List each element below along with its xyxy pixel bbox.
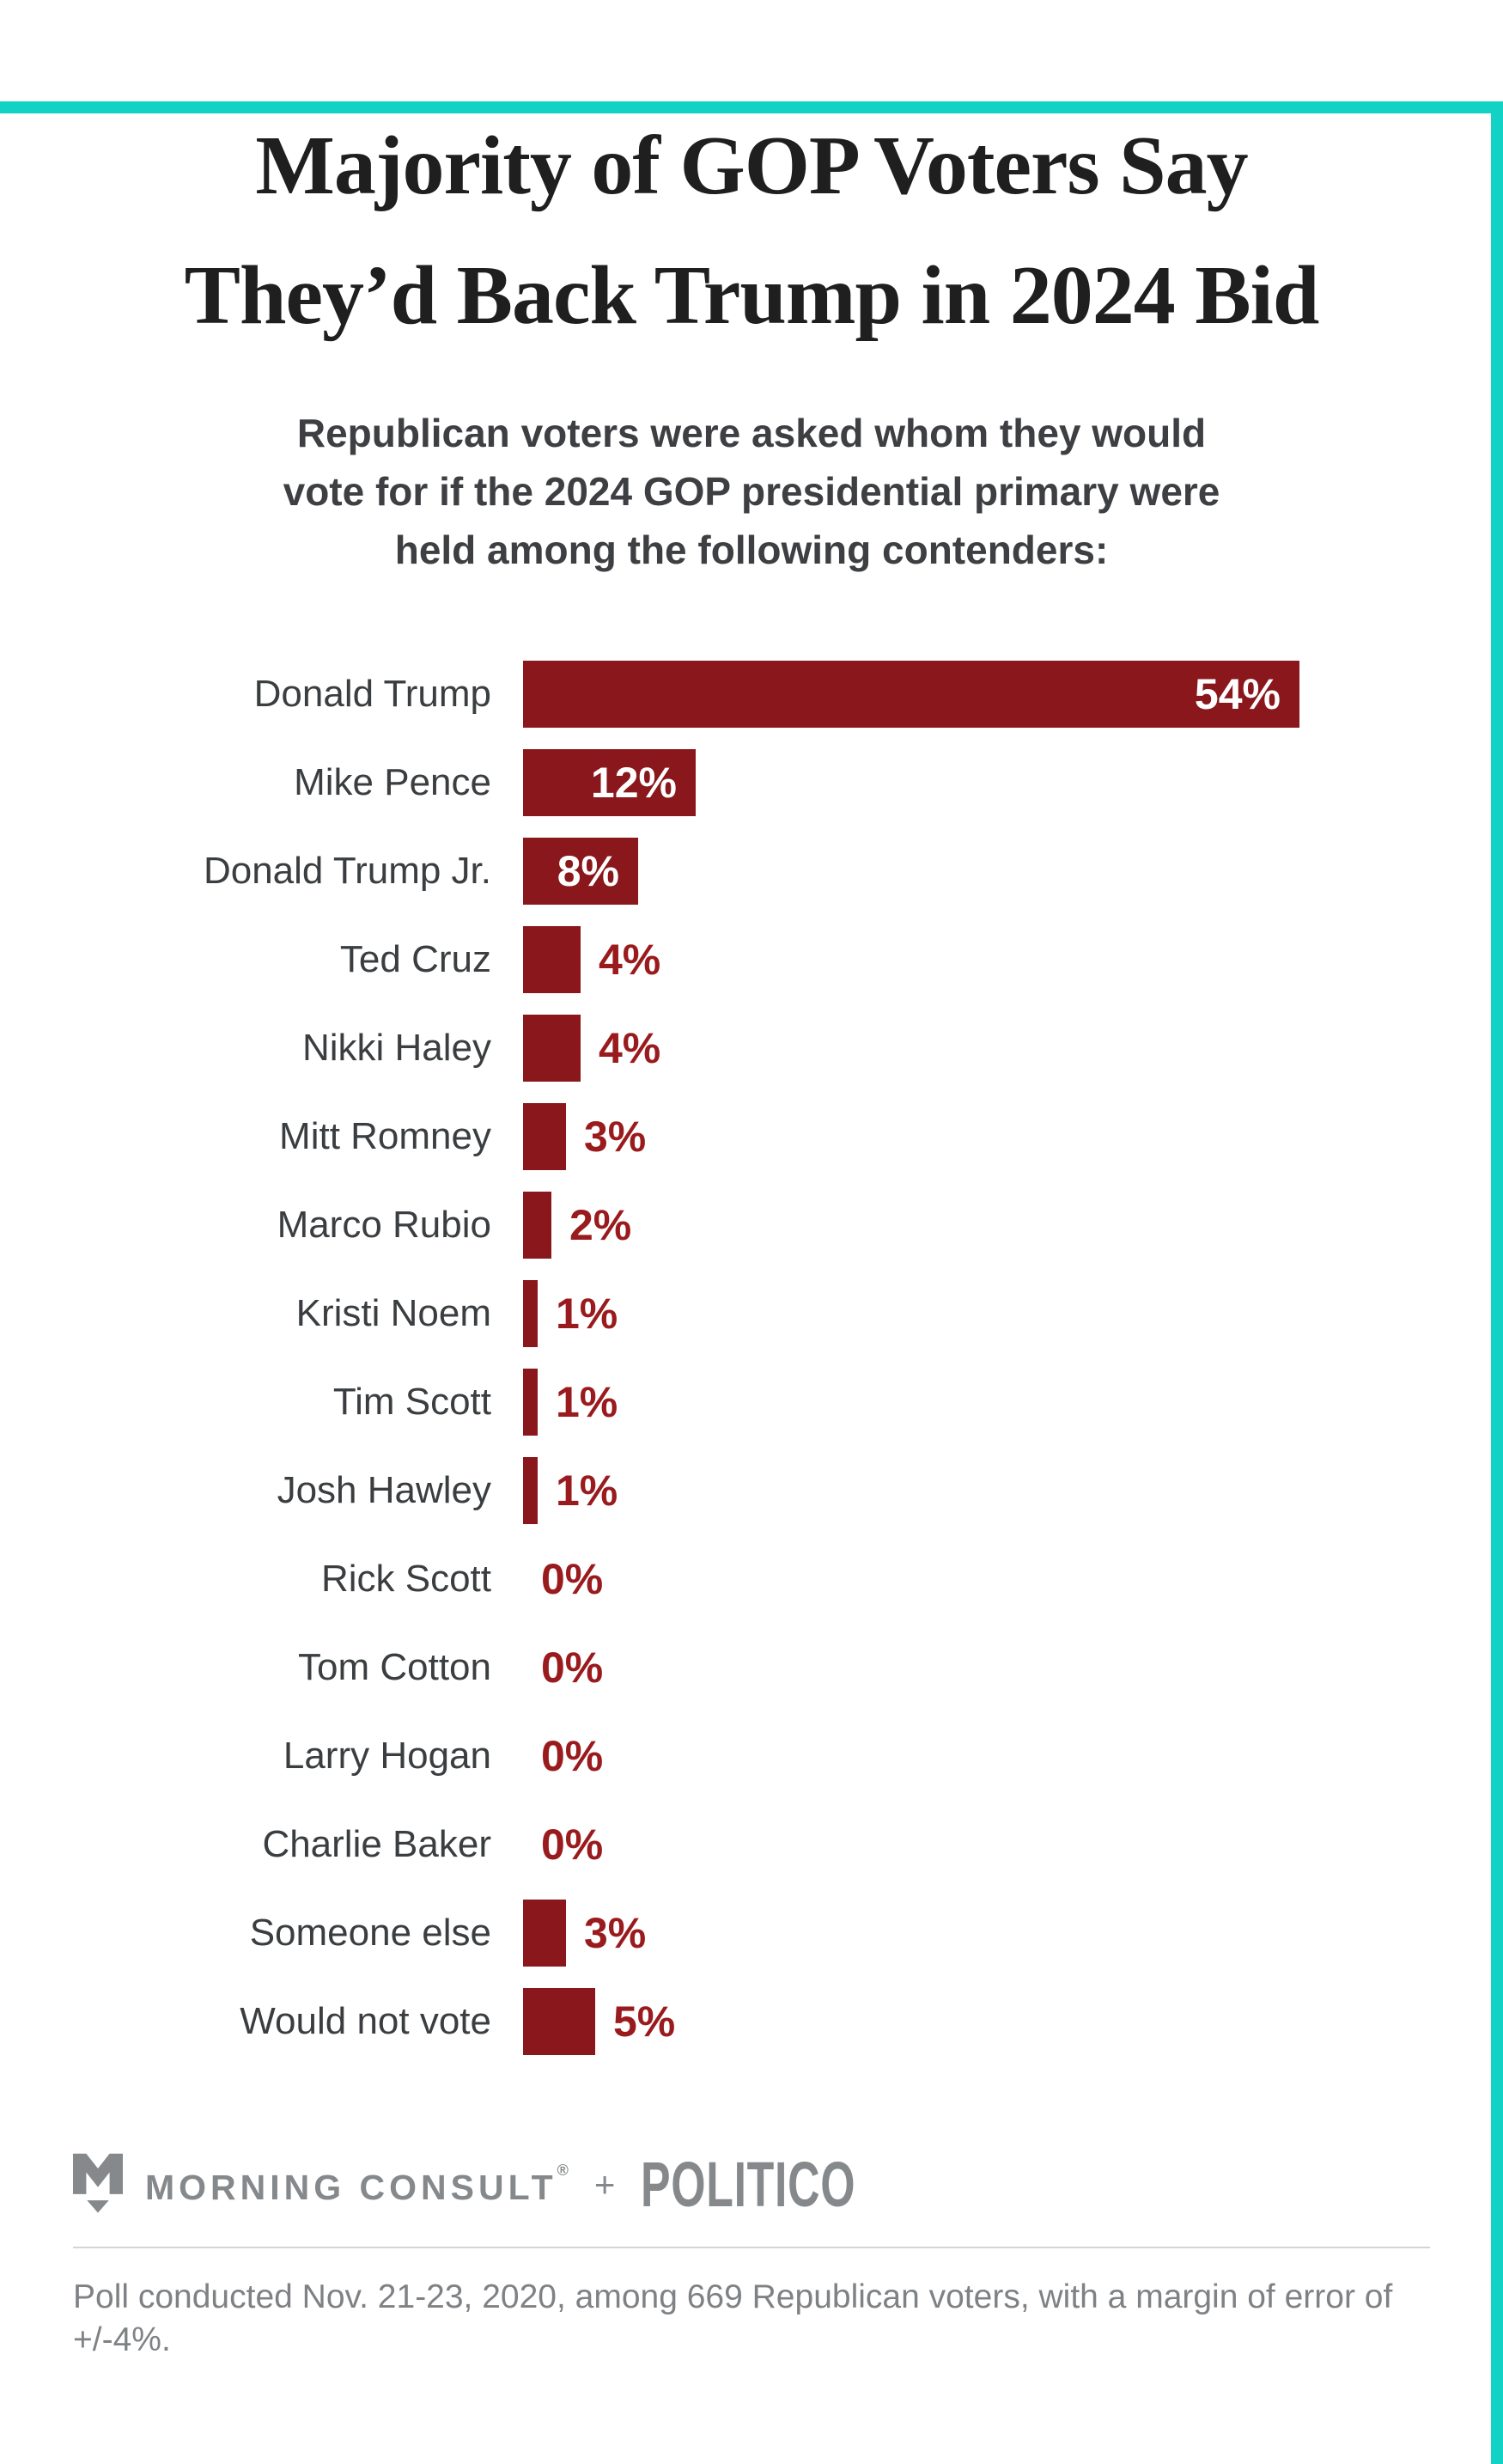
bar-value: 4% <box>599 1023 661 1072</box>
bar-row: Donald Trump Jr. 8% <box>0 826 1503 915</box>
bar-row: Mike Pence 12% <box>0 738 1503 826</box>
candidate-label: Josh Hawley <box>277 1468 491 1511</box>
page-title-line1: Majority of GOP Voters Say <box>255 119 1248 212</box>
bar-value-inside: 12% <box>590 758 677 807</box>
accent-bar-top <box>0 101 1503 113</box>
bar-row: Donald Trump 54% <box>0 650 1503 738</box>
bar-row: Rick Scott 0% <box>0 1534 1503 1623</box>
bar-value: 1% <box>556 1466 618 1515</box>
bar-row: Mitt Romney 3% <box>0 1092 1503 1180</box>
bar-area: 4% <box>523 925 1503 993</box>
bar-area: 1% <box>523 1456 1503 1524</box>
bar-value: 0% <box>541 1731 604 1780</box>
bar <box>523 925 581 993</box>
bar-value-inside: 8% <box>557 846 619 895</box>
chart-subtitle-line1: Republican voters were asked whom they w… <box>296 411 1207 455</box>
candidate-label: Tim Scott <box>332 1380 491 1423</box>
bar-area: 8% <box>523 837 1503 905</box>
bar-value: 0% <box>541 1820 604 1869</box>
accent-bar-right <box>1491 101 1503 2464</box>
bar-row: Someone else 3% <box>0 1888 1503 1977</box>
bar-row: Marco Rubio 2% <box>0 1180 1503 1269</box>
plus-sign: + <box>593 2163 616 2205</box>
chart-subtitle-line3: held among the following contenders: <box>394 528 1109 572</box>
candidate-label: Someone else <box>249 1911 491 1954</box>
morning-consult-logo-icon <box>73 2153 123 2213</box>
candidate-label: Rick Scott <box>320 1557 491 1600</box>
bar-area: 3% <box>523 1102 1503 1170</box>
bar <box>523 1899 566 1967</box>
chart-subtitle-line2: vote for if the 2024 GOP presidential pr… <box>283 469 1220 514</box>
bar-area: 4% <box>523 1014 1503 1082</box>
bar <box>523 1987 595 2055</box>
bar-value: 0% <box>541 1643 604 1692</box>
bar <box>523 1368 538 1436</box>
bar-area: 0% <box>523 1634 1503 1701</box>
candidate-label: Marco Rubio <box>277 1203 491 1246</box>
chart-subtitle: Republican voters were asked whom they w… <box>52 404 1451 579</box>
page-title-line2: They’d Back Trump in 2024 Bid <box>184 249 1320 342</box>
bar-row: Larry Hogan 0% <box>0 1711 1503 1800</box>
bar-value: 5% <box>613 1997 676 2046</box>
bar-area: 2% <box>523 1191 1503 1259</box>
bar-value: 1% <box>556 1377 618 1426</box>
bar-value: 1% <box>556 1289 618 1338</box>
candidate-label: Charlie Baker <box>262 1822 491 1865</box>
bar-row: Tim Scott 1% <box>0 1357 1503 1446</box>
bar-value: 0% <box>541 1554 604 1603</box>
branding-row: MORNING CONSULT® + POLITICO <box>73 2148 1503 2221</box>
bar <box>523 1279 538 1347</box>
politico-wordmark: POLITICO <box>641 2149 856 2220</box>
bar-area: 3% <box>523 1899 1503 1967</box>
bar-area: 5% <box>523 1987 1503 2055</box>
candidate-label: Would not vote <box>240 1999 491 2042</box>
bar-value-inside: 54% <box>1194 669 1281 718</box>
footer-divider <box>73 2247 1430 2248</box>
morning-consult-text: MORNING CONSULT <box>145 2167 557 2207</box>
bar <box>523 1191 551 1259</box>
bar <box>523 1456 538 1524</box>
bar-row: Would not vote 5% <box>0 1977 1503 2065</box>
bar-value: 3% <box>584 1908 647 1957</box>
bar-area: 0% <box>523 1723 1503 1790</box>
candidate-label: Donald Trump Jr. <box>203 849 491 892</box>
bar-row: Ted Cruz 4% <box>0 915 1503 1003</box>
bar-value: 2% <box>569 1200 632 1249</box>
bar-row: Charlie Baker 0% <box>0 1800 1503 1888</box>
bar-row: Tom Cotton 0% <box>0 1623 1503 1711</box>
bar-value: 4% <box>599 935 661 984</box>
candidate-label: Kristi Noem <box>295 1291 491 1334</box>
candidate-label: Mitt Romney <box>279 1114 491 1157</box>
bar-area: 0% <box>523 1546 1503 1613</box>
bar: 12% <box>523 748 696 816</box>
candidate-label: Larry Hogan <box>283 1734 491 1777</box>
bar-row: Nikki Haley 4% <box>0 1003 1503 1092</box>
bar-area: 12% <box>523 748 1503 816</box>
candidate-label: Donald Trump <box>253 672 491 715</box>
bar: 8% <box>523 837 638 905</box>
candidate-label: Ted Cruz <box>339 937 491 980</box>
candidate-label: Tom Cotton <box>298 1645 491 1688</box>
bar-row: Josh Hawley 1% <box>0 1446 1503 1534</box>
bar-area: 0% <box>523 1811 1503 1878</box>
bar: 54% <box>523 660 1299 728</box>
bar-row: Kristi Noem 1% <box>0 1269 1503 1357</box>
bar-area: 54% <box>523 660 1503 728</box>
bar <box>523 1014 581 1082</box>
page-title: Majority of GOP Voters Say They’d Back T… <box>52 101 1451 361</box>
bar <box>523 1102 566 1170</box>
poll-footnote: Poll conducted Nov. 21-23, 2020, among 6… <box>73 2278 1393 2358</box>
candidate-label: Mike Pence <box>294 760 491 803</box>
morning-consult-wordmark: MORNING CONSULT® <box>145 2162 569 2208</box>
bar-area: 1% <box>523 1279 1503 1347</box>
bar-chart: Donald Trump 54% Mike Pence 12% Donald Trump… <box>0 650 1503 2065</box>
bar-value: 3% <box>584 1112 647 1161</box>
candidate-label: Nikki Haley <box>301 1026 491 1069</box>
registered-mark: ® <box>557 2161 569 2179</box>
bar-area: 1% <box>523 1368 1503 1436</box>
